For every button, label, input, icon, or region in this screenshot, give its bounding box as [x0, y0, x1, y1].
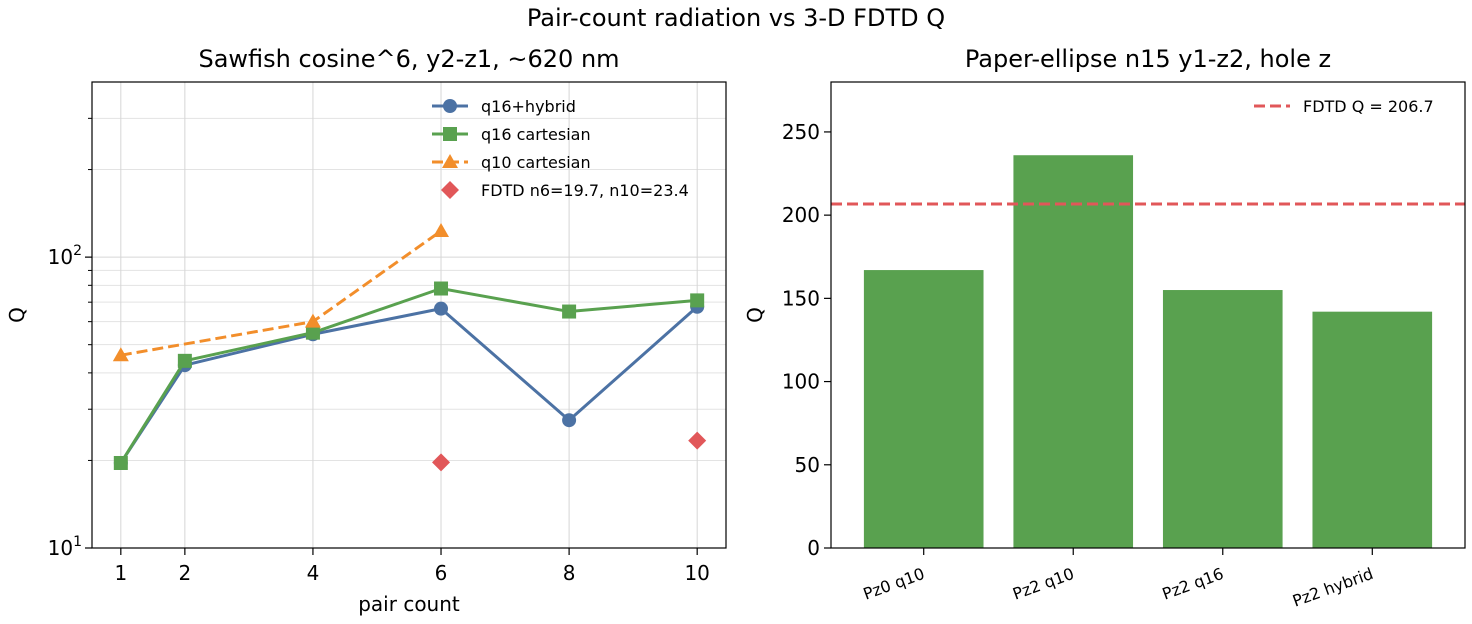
legend-label: q16+hybrid	[481, 97, 576, 116]
left-xtick-label: 1	[114, 561, 127, 585]
right-ytick-label: 50	[795, 453, 820, 477]
data-point	[688, 431, 707, 450]
data-point	[177, 353, 192, 368]
right-plot-frame	[830, 81, 1466, 549]
right-legend: FDTD Q = 206.7	[1254, 97, 1434, 116]
left-xtick-label: 4	[307, 561, 320, 585]
data-point	[112, 347, 129, 362]
data-point	[305, 325, 320, 340]
left-axes: 101 102 1 2 4 6 8 10	[48, 117, 710, 585]
bar	[1312, 311, 1433, 548]
data-point	[562, 413, 577, 428]
left-xtick-label: 8	[563, 561, 576, 585]
left-xtick-label: 2	[178, 561, 191, 585]
data-point	[433, 222, 450, 237]
legend-marker	[443, 127, 457, 141]
data-point	[304, 313, 321, 328]
data-point	[434, 281, 449, 296]
right-ytick-label: 100	[782, 370, 820, 394]
data-point	[434, 301, 449, 316]
right-bars	[863, 155, 1433, 548]
left-series	[112, 222, 707, 472]
data-point	[562, 304, 577, 319]
right-ytick-label: 0	[807, 536, 820, 560]
right-xtick-label: Pz2 hybrid	[1290, 564, 1376, 611]
right-ytick-label: 200	[782, 203, 820, 227]
legend-label: FDTD n6=19.7, n10=23.4	[481, 181, 689, 200]
left-xlabel: pair count	[358, 592, 460, 616]
right-chart-title: Paper-ellipse n15 y1-z2, hole z	[965, 45, 1331, 73]
legend-label: q16 cartesian	[481, 125, 591, 144]
series-line	[120, 229, 442, 357]
data-point	[113, 455, 128, 470]
bar	[1013, 155, 1134, 548]
left-xtick-label: 6	[435, 561, 448, 585]
left-ytick-label: 101	[48, 534, 82, 560]
legend-label: FDTD Q = 206.7	[1303, 97, 1434, 116]
right-xtick-label: Pz0 q10	[861, 564, 927, 604]
right-chart: Paper-ellipse n15 y1-z2, hole z 0 50 100 15…	[743, 45, 1466, 611]
figure-suptitle: Pair-count radiation vs 3-D FDTD Q	[527, 4, 945, 32]
left-xtick-label: 10	[684, 561, 709, 585]
left-legend: q16+hybrid q16 cartesian q10 cartesian FDTD…	[432, 97, 689, 200]
series-line	[119, 305, 699, 464]
series-line	[119, 286, 698, 464]
legend-marker	[441, 181, 459, 199]
right-ytick-label: 150	[782, 286, 820, 310]
left-ylabel: Q	[5, 307, 29, 323]
left-chart-title: Sawfish cosine^6, y2-z1, ~620 nm	[198, 45, 619, 73]
left-plot-frame	[91, 81, 727, 549]
data-point	[690, 293, 705, 308]
right-xtick-label: Pz2 q16	[1160, 564, 1226, 604]
left-ytick-label: 102	[48, 243, 82, 269]
right-xtick-label: Pz2 q10	[1010, 564, 1076, 604]
bar	[863, 270, 984, 548]
legend-marker	[442, 154, 458, 168]
bar	[1162, 290, 1283, 548]
legend-marker	[443, 99, 457, 113]
right-ylabel: Q	[743, 307, 767, 323]
data-point	[432, 453, 451, 472]
left-chart: Sawfish cosine^6, y2-z1, ~620 nm 1011021…	[5, 45, 727, 616]
right-ytick-label: 250	[782, 120, 820, 144]
legend-label: q10 cartesian	[481, 153, 591, 172]
